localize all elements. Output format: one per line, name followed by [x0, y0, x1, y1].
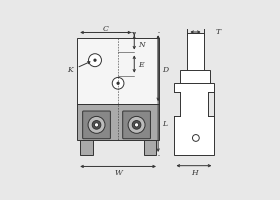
Circle shape: [192, 135, 199, 141]
Text: E: E: [138, 61, 144, 69]
Bar: [144, 140, 156, 155]
Bar: [208, 92, 214, 116]
Text: L: L: [162, 120, 167, 128]
Bar: [174, 83, 214, 155]
Circle shape: [94, 123, 99, 127]
Text: K: K: [67, 66, 73, 74]
Circle shape: [132, 121, 141, 129]
Circle shape: [94, 59, 96, 61]
Text: H: H: [191, 169, 197, 177]
Circle shape: [112, 77, 124, 89]
Text: W: W: [114, 169, 122, 177]
Bar: [77, 38, 159, 104]
Circle shape: [134, 123, 139, 127]
Bar: [174, 92, 180, 116]
Circle shape: [117, 82, 119, 84]
Circle shape: [88, 54, 101, 67]
FancyBboxPatch shape: [83, 111, 110, 139]
Text: N: N: [138, 41, 145, 49]
Bar: [80, 140, 93, 155]
FancyBboxPatch shape: [123, 111, 150, 139]
Circle shape: [88, 116, 105, 133]
Bar: [77, 104, 159, 140]
Circle shape: [92, 121, 101, 129]
Bar: [181, 70, 211, 83]
Text: C: C: [103, 25, 109, 33]
Text: T: T: [216, 28, 221, 36]
Text: D: D: [162, 66, 168, 74]
Circle shape: [128, 116, 145, 133]
Bar: [187, 33, 204, 83]
